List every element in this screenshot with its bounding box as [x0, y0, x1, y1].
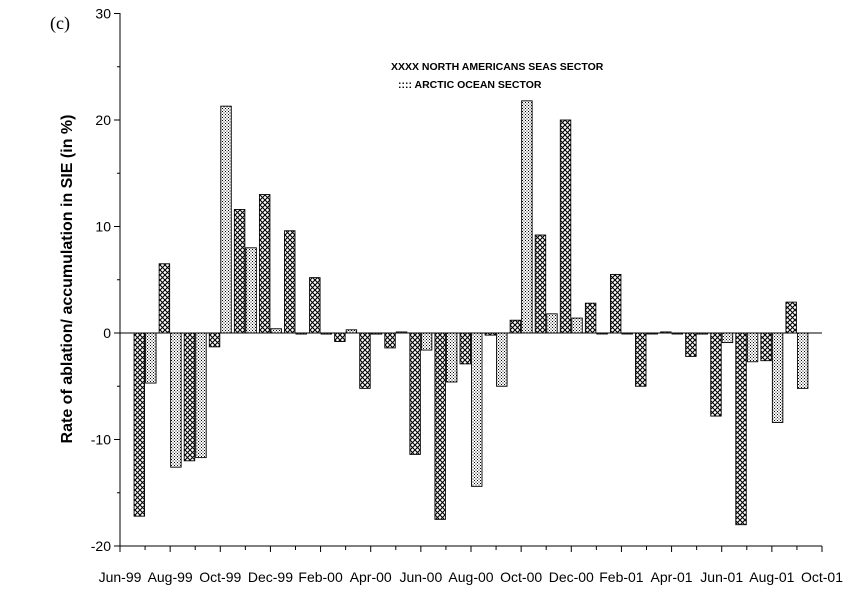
bar-arctic-ocean-apr-01	[671, 332, 684, 335]
bar-north-american-dec-99	[258, 194, 271, 334]
bar-north-american-mar-01	[635, 332, 647, 387]
panel-label: (c)	[50, 13, 70, 34]
bar-north-american-jun-00	[409, 332, 421, 455]
bar-north-american-mar-00	[334, 332, 346, 342]
legend-item-arctic-ocean: :::: ARCTIC OCEAN SECTOR	[398, 79, 542, 91]
bar-north-american-aug-00	[459, 332, 471, 365]
x-tick-label: Aug-01	[749, 569, 794, 585]
bar-north-american-nov-00	[534, 234, 547, 334]
bar-north-american-may-01	[685, 332, 697, 357]
y-tick-label: 10	[95, 219, 111, 235]
bar-arctic-ocean-feb-01	[621, 332, 633, 335]
bar-arctic-ocean-jul-99	[145, 332, 157, 384]
y-tick-label: -20	[91, 538, 111, 554]
bar-north-american-jul-99	[133, 332, 146, 517]
bar-north-american-apr-00	[359, 332, 371, 389]
bar-arctic-ocean-jul-01	[746, 332, 759, 363]
bar-arctic-ocean-aug-00	[471, 332, 483, 487]
bar-north-american-sep-00	[484, 332, 497, 336]
bar-arctic-ocean-feb-00	[320, 332, 333, 335]
bar-arctic-ocean-apr-00	[370, 332, 383, 335]
x-tick-label: Feb-01	[599, 569, 644, 585]
bar-arctic-ocean-nov-99	[245, 247, 257, 334]
bar-arctic-ocean-mar-00	[345, 329, 358, 334]
bar-north-american-oct-99	[208, 332, 221, 348]
y-tick-label: -10	[91, 432, 111, 448]
x-tick-label: Dec-00	[549, 569, 594, 585]
bar-north-american-jul-00	[434, 332, 446, 520]
bars	[133, 100, 809, 526]
bar-arctic-ocean-may-00	[395, 331, 408, 334]
bar-north-american-aug-99	[158, 263, 171, 334]
legend: XXXX NORTH AMERICANS SEAS SECTOR :::: AR…	[391, 61, 604, 91]
bar-north-american-jan-01	[584, 302, 597, 334]
bar-arctic-ocean-jun-01	[721, 332, 734, 344]
x-tick-label: Jun-99	[99, 569, 142, 585]
bar-north-american-jul-01	[735, 332, 747, 526]
bar-north-american-sep-99	[183, 332, 196, 462]
bar-arctic-ocean-dec-99	[270, 328, 282, 334]
y-tick-label: 20	[95, 112, 111, 128]
bar-arctic-ocean-sep-00	[496, 332, 508, 387]
x-tick-label: Apr-00	[350, 569, 392, 585]
x-tick-label: Feb-00	[298, 569, 343, 585]
x-tick-label: Aug-99	[148, 569, 193, 585]
axes: -20 -10 0 10 20 30 Jun-99 Aug-99 Oct-99 Dec-99 Feb…	[91, 6, 843, 586]
bar-north-american-aug-01	[760, 332, 772, 362]
x-tick-label: Jun-01	[700, 569, 743, 585]
y-tick-label: 30	[95, 6, 111, 22]
bar-north-american-sep-01	[785, 301, 797, 334]
y-tick-label: 0	[103, 325, 111, 341]
bar-north-american-nov-99	[233, 209, 246, 334]
bar-north-american-feb-01	[609, 273, 622, 334]
bar-north-american-may-00	[384, 332, 396, 349]
y-axis-label: Rate of ablation/ accumulation in SIE (i…	[59, 115, 76, 444]
bar-arctic-ocean-aug-01	[771, 332, 784, 423]
bar-north-american-jun-01	[710, 332, 722, 417]
bar-north-american-dec-00	[559, 119, 572, 334]
x-tick-label: Oct-00	[500, 569, 542, 585]
bar-arctic-ocean-sep-99	[195, 332, 207, 459]
bar-north-american-feb-00	[309, 277, 321, 334]
bar-arctic-ocean-dec-00	[571, 317, 583, 334]
x-tick-label: Apr-01	[651, 569, 693, 585]
x-tick-label: Jun-00	[399, 569, 442, 585]
bar-arctic-ocean-jul-00	[445, 332, 458, 383]
bar-arctic-ocean-jan-00	[295, 332, 307, 335]
bar-arctic-ocean-may-01	[696, 332, 709, 335]
bar-arctic-ocean-aug-99	[170, 332, 182, 468]
bar-arctic-ocean-sep-01	[796, 332, 809, 389]
x-tick-label: Aug-00	[448, 569, 493, 585]
x-tick-label: Dec-99	[248, 569, 293, 585]
bar-arctic-ocean-oct-00	[521, 100, 533, 334]
bar-arctic-ocean-jun-00	[420, 332, 433, 351]
bar-arctic-ocean-mar-01	[646, 332, 658, 335]
bar-arctic-ocean-nov-00	[546, 313, 558, 334]
x-tick-label: Oct-01	[801, 569, 843, 585]
legend-item-north-american: XXXX NORTH AMERICANS SEAS SECTOR	[391, 61, 604, 73]
bar-arctic-ocean-jan-01	[596, 332, 608, 335]
x-tick-label: Oct-99	[199, 569, 241, 585]
bar-north-american-jan-00	[284, 230, 296, 334]
bar-north-american-oct-00	[509, 319, 522, 334]
bar-arctic-ocean-oct-99	[220, 105, 232, 334]
bar-north-american-apr-01	[660, 331, 672, 334]
